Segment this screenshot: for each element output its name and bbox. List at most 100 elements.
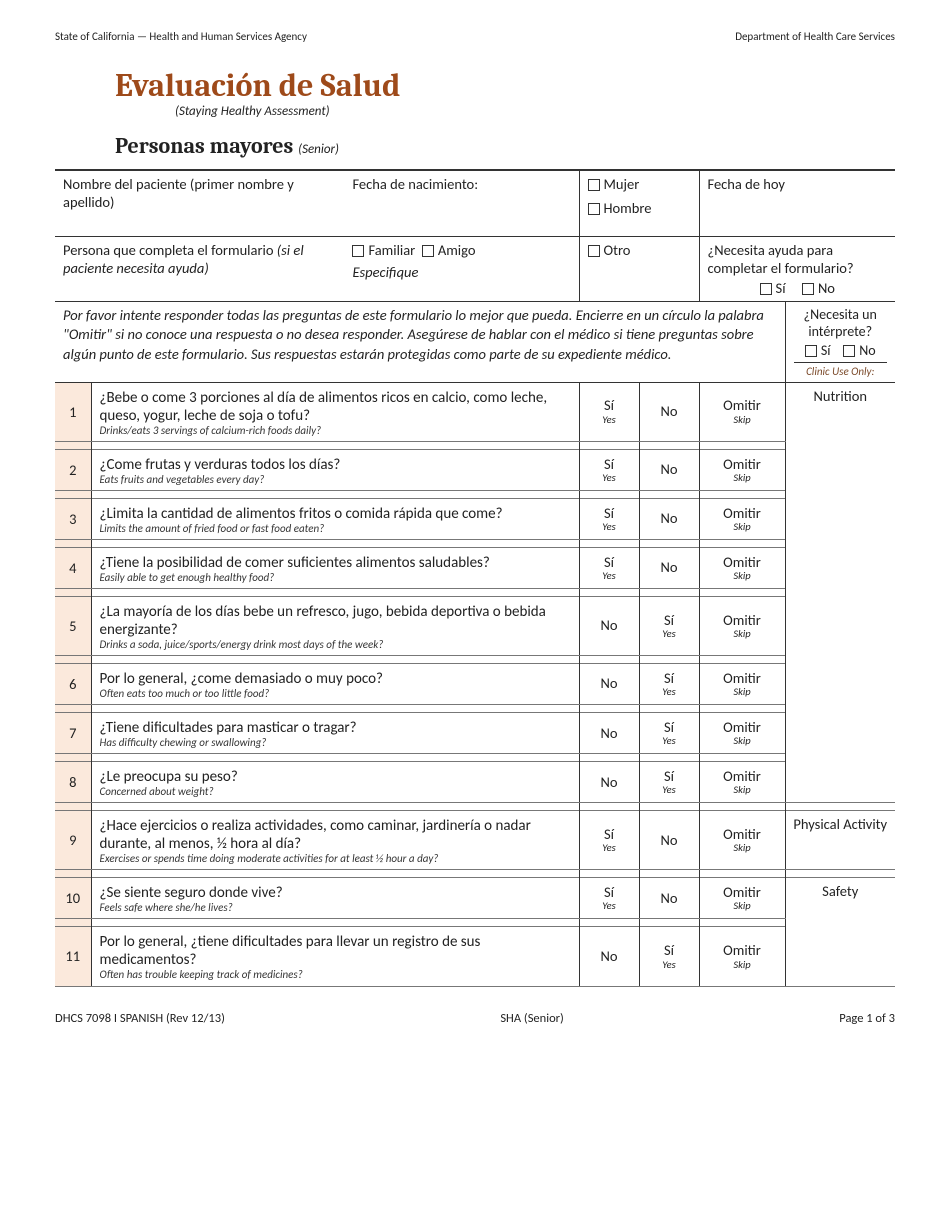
- answer-omitir[interactable]: OmitirSkip: [699, 713, 785, 754]
- question-row: 9¿Hace ejercicios o realiza actividades,…: [55, 811, 895, 870]
- familiar-label: Familiar: [368, 241, 415, 259]
- question-es: Por lo general, ¿come demasiado o muy po…: [100, 670, 571, 688]
- question-text: ¿Come frutas y verduras todos los días?E…: [91, 449, 579, 490]
- category-nutrition: Nutrition: [785, 382, 895, 803]
- help-no-label: No: [818, 279, 835, 297]
- familiar-checkbox[interactable]: [352, 245, 364, 257]
- footer-left: DHCS 7098 I SPANISH (Rev 12/13): [55, 1011, 225, 1026]
- question-number: 11: [55, 927, 91, 986]
- male-checkbox[interactable]: [588, 203, 600, 215]
- answer-omitir[interactable]: OmitirSkip: [699, 449, 785, 490]
- form-table: Nombre del paciente (primer nombre y ape…: [55, 169, 895, 987]
- question-en: Eats fruits and vegetables every day?: [100, 474, 571, 486]
- question-es: ¿Tiene dificultades para masticar o trag…: [100, 719, 571, 737]
- answer-omitir[interactable]: OmitirSkip: [699, 382, 785, 441]
- instructions-text: Por favor intente responder todas las pr…: [63, 306, 764, 363]
- answer-no[interactable]: No: [579, 762, 639, 803]
- question-number: 8: [55, 762, 91, 803]
- amigo-label: Amigo: [438, 241, 476, 259]
- question-number: 2: [55, 449, 91, 490]
- answer-no[interactable]: No: [579, 713, 639, 754]
- question-text: ¿La mayoría de los días bebe un refresco…: [91, 596, 579, 655]
- answer-si[interactable]: SíYes: [639, 596, 699, 655]
- otro-checkbox[interactable]: [588, 245, 600, 257]
- answer-omitir[interactable]: OmitirSkip: [699, 878, 785, 919]
- question-es: ¿Se siente seguro donde vive?: [100, 884, 571, 902]
- answer-si[interactable]: SíYes: [579, 878, 639, 919]
- answer-omitir[interactable]: OmitirSkip: [699, 498, 785, 539]
- question-number: 3: [55, 498, 91, 539]
- question-text: ¿Limita la cantidad de alimentos fritos …: [91, 498, 579, 539]
- answer-si[interactable]: SíYes: [579, 382, 639, 441]
- age-group: Personas mayores: [115, 133, 293, 159]
- clinic-use-label: Clinic Use Only:: [794, 362, 888, 378]
- answer-si[interactable]: SíYes: [639, 927, 699, 986]
- question-number: 5: [55, 596, 91, 655]
- answer-omitir[interactable]: OmitirSkip: [699, 811, 785, 870]
- answer-omitir[interactable]: OmitirSkip: [699, 596, 785, 655]
- interp-no-checkbox[interactable]: [843, 345, 855, 357]
- otro-label: Otro: [604, 241, 631, 259]
- answer-omitir[interactable]: OmitirSkip: [699, 663, 785, 704]
- answer-omitir[interactable]: OmitirSkip: [699, 547, 785, 588]
- answer-si[interactable]: SíYes: [639, 663, 699, 704]
- question-row: 3 ¿Limita la cantidad de alimentos fritos…: [55, 498, 895, 539]
- answer-no[interactable]: No: [579, 596, 639, 655]
- answer-no[interactable]: No: [639, 878, 699, 919]
- answer-no[interactable]: No: [579, 927, 639, 986]
- help-si-checkbox[interactable]: [760, 283, 772, 295]
- answer-no[interactable]: No: [639, 449, 699, 490]
- answer-si[interactable]: SíYes: [579, 498, 639, 539]
- question-en: Has difficulty chewing or swallowing?: [100, 737, 571, 749]
- answer-si[interactable]: SíYes: [579, 547, 639, 588]
- question-number: 1: [55, 382, 91, 441]
- especifique-label: Especifique: [352, 263, 570, 281]
- question-en: Often has trouble keeping track of medic…: [100, 969, 571, 981]
- answer-no[interactable]: No: [639, 547, 699, 588]
- question-es: ¿La mayoría de los días bebe un refresco…: [100, 603, 571, 639]
- question-number: 4: [55, 547, 91, 588]
- answer-no[interactable]: No: [579, 663, 639, 704]
- question-en: Exercises or spends time doing moderate …: [100, 853, 571, 865]
- answer-si[interactable]: SíYes: [639, 762, 699, 803]
- question-text: ¿Tiene dificultades para masticar o trag…: [91, 713, 579, 754]
- answer-si[interactable]: SíYes: [579, 811, 639, 870]
- patient-name-label: Nombre del paciente (primer nombre y ape…: [63, 175, 352, 211]
- question-text: Por lo general, ¿come demasiado o muy po…: [91, 663, 579, 704]
- question-text: ¿Tiene la posibilidad de comer suficient…: [91, 547, 579, 588]
- question-text: Por lo general, ¿tiene dificultades para…: [91, 927, 579, 986]
- interp-si-label: Sí: [821, 342, 831, 359]
- category-safety: Safety: [785, 878, 895, 986]
- question-row: 7¿Tiene dificultades para masticar o tra…: [55, 713, 895, 754]
- need-help-label: ¿Necesita ayuda para completar el formul…: [708, 241, 888, 277]
- question-row: 2¿Come frutas y verduras todos los días?…: [55, 449, 895, 490]
- header-left: State of California — Health and Human S…: [55, 30, 307, 43]
- amigo-checkbox[interactable]: [422, 245, 434, 257]
- interp-si-checkbox[interactable]: [805, 345, 817, 357]
- footer-center: SHA (Senior): [500, 1011, 564, 1026]
- age-group-en: (Senior): [298, 142, 339, 157]
- question-text: ¿Hace ejercicios o realiza actividades, …: [91, 811, 579, 870]
- answer-si[interactable]: SíYes: [639, 713, 699, 754]
- question-es: ¿Come frutas y verduras todos los días?: [100, 456, 571, 474]
- footer-right: Page 1 of 3: [839, 1011, 895, 1026]
- question-number: 10: [55, 878, 91, 919]
- answer-si[interactable]: SíYes: [579, 449, 639, 490]
- doc-subtitle: (Staying Healthy Assessment): [55, 104, 895, 119]
- answer-no[interactable]: No: [639, 382, 699, 441]
- question-number: 6: [55, 663, 91, 704]
- question-es: ¿Limita la cantidad de alimentos fritos …: [100, 505, 571, 523]
- category-physical: Physical Activity: [785, 811, 895, 870]
- answer-omitir[interactable]: OmitirSkip: [699, 927, 785, 986]
- dob-label: Fecha de nacimiento:: [352, 175, 570, 211]
- answer-no[interactable]: No: [639, 498, 699, 539]
- answer-omitir[interactable]: OmitirSkip: [699, 762, 785, 803]
- question-row: 11Por lo general, ¿tiene dificultades pa…: [55, 927, 895, 986]
- question-text: ¿Bebe o come 3 porciones al día de alime…: [91, 382, 579, 441]
- female-checkbox[interactable]: [588, 179, 600, 191]
- answer-no[interactable]: No: [639, 811, 699, 870]
- help-no-checkbox[interactable]: [802, 283, 814, 295]
- question-en: Concerned about weight?: [100, 786, 571, 798]
- question-en: Limits the amount of fried food or fast …: [100, 523, 571, 535]
- question-es: ¿Bebe o come 3 porciones al día de alime…: [100, 389, 571, 425]
